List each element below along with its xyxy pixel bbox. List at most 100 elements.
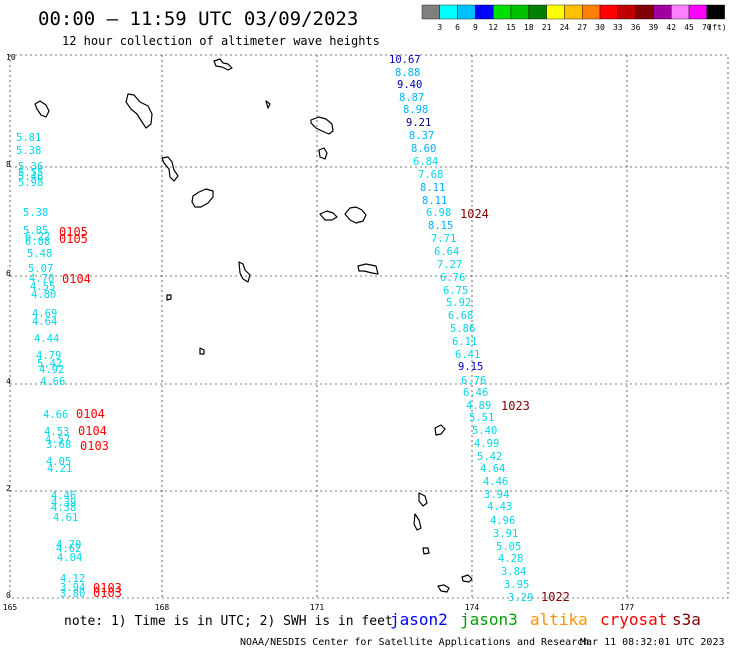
colorbar-swatch bbox=[475, 4, 494, 20]
wave-height-label: 3.95 bbox=[504, 579, 529, 591]
satellite-legend-cryosat: cryosat bbox=[600, 610, 667, 629]
wave-height-label: 4.38 bbox=[51, 502, 76, 514]
y-tick-label: 4 bbox=[6, 377, 11, 386]
wave-height-label: 4.89 bbox=[466, 400, 491, 412]
colorbar-swatch bbox=[617, 4, 636, 20]
island-outline bbox=[238, 261, 251, 283]
wave-height-label: 8.37 bbox=[409, 130, 434, 142]
wave-height-label: 6.46 bbox=[463, 387, 488, 399]
wave-height-label: 5.46 bbox=[18, 171, 43, 183]
island-outline bbox=[418, 492, 428, 507]
y-tick-label: 0 bbox=[6, 591, 11, 600]
colorbar-label: 21 bbox=[542, 23, 552, 32]
colorbar-swatch bbox=[493, 4, 512, 20]
y-axis-labels: 10 8 6 4 2 0 bbox=[6, 53, 16, 600]
colorbar-swatch bbox=[706, 4, 725, 20]
island-outline bbox=[191, 188, 214, 208]
pass-time-label: 1023 bbox=[501, 399, 530, 413]
colorbar-label: 36 bbox=[631, 23, 641, 32]
satellite-legend-altika: altika bbox=[530, 610, 588, 629]
wave-height-label: 5.51 bbox=[469, 412, 494, 424]
wave-height-label: 4.61 bbox=[53, 512, 78, 524]
colorbar-swatch bbox=[671, 4, 690, 20]
island-outline bbox=[319, 210, 338, 221]
satellite-track-west: 5.815.385.365.555.465.985.385.856.226.08… bbox=[16, 132, 122, 600]
wave-height-label: 5.07 bbox=[28, 263, 53, 275]
colorbar-label: 18 bbox=[524, 23, 534, 32]
wave-height-label: 4.99 bbox=[474, 438, 499, 450]
colorbar-swatch bbox=[457, 4, 476, 20]
island-outline bbox=[422, 547, 430, 555]
map-frame bbox=[9, 54, 729, 599]
wave-height-label: 4.96 bbox=[490, 515, 515, 527]
wave-height-label: 4.92 bbox=[39, 364, 64, 376]
colorbar-legend: 3 6 9 12 15 18 21 24 27 30 33 36 39 42 45 70(ft) bbox=[421, 4, 727, 32]
map-border bbox=[9, 54, 729, 599]
island-outline bbox=[125, 93, 153, 129]
island-outline bbox=[461, 574, 473, 583]
wave-height-label: 4.55 bbox=[30, 281, 55, 293]
wave-height-label: 4.79 bbox=[36, 350, 61, 362]
colorbar-swatch bbox=[528, 4, 547, 20]
wave-height-label: 4.39 bbox=[51, 497, 76, 509]
wave-height-label: 5.40 bbox=[472, 425, 497, 437]
wave-height-label: 9.40 bbox=[397, 79, 422, 91]
wave-height-label: 5.98 bbox=[18, 177, 43, 189]
wave-height-label: 6.76 bbox=[461, 375, 486, 387]
island-outline bbox=[199, 347, 205, 355]
satellite-track-east: 10.678.889.408.878.989.218.378.606.847.6… bbox=[389, 54, 570, 604]
colorbar-label: 6 bbox=[455, 23, 460, 32]
wave-height-label: 4.28 bbox=[498, 553, 523, 565]
wave-height-label: 4.80 bbox=[31, 289, 56, 301]
wave-height-label: 5.48 bbox=[27, 248, 52, 260]
wave-height-label: 6.41 bbox=[455, 349, 480, 361]
colorbar-label: 70 bbox=[702, 23, 712, 32]
island-outline bbox=[213, 58, 233, 71]
wave-height-label: 3.29 bbox=[508, 592, 533, 604]
pass-time-label: 0104 bbox=[76, 407, 105, 421]
colorbar-swatch bbox=[653, 4, 672, 20]
wave-height-label: 8.98 bbox=[403, 104, 428, 116]
wave-height-label: 8.11 bbox=[420, 182, 445, 194]
y-tick-label: 2 bbox=[6, 484, 11, 493]
footer-note: note: 1) Time is in UTC; 2) SWH is in fe… bbox=[64, 614, 393, 629]
x-tick-label: 177 bbox=[620, 603, 635, 612]
wave-height-label: 4.66 bbox=[40, 376, 65, 388]
wave-height-label: 5.36 bbox=[18, 161, 43, 173]
wave-height-label: 4.43 bbox=[487, 501, 512, 513]
wave-height-label: 3.80 bbox=[60, 588, 85, 600]
wave-height-label: 6.84 bbox=[413, 156, 438, 168]
wave-height-label: 8.15 bbox=[428, 220, 453, 232]
island-outline bbox=[344, 206, 367, 224]
island-outline bbox=[318, 147, 328, 160]
wave-height-label: 5.05 bbox=[496, 541, 521, 553]
wave-height-label: 5.55 bbox=[18, 167, 43, 179]
wave-height-label: 6.68 bbox=[448, 310, 473, 322]
wave-height-label: 6.75 bbox=[443, 285, 468, 297]
wave-height-label: 6.11 bbox=[452, 336, 477, 348]
colorbar-label: 12 bbox=[488, 23, 498, 32]
y-tick-label: 10 bbox=[6, 53, 16, 62]
wave-height-label: 6.22 bbox=[25, 231, 50, 243]
wave-height-label: 5.85 bbox=[23, 225, 48, 237]
wave-height-label: 3.68 bbox=[46, 439, 71, 451]
wave-height-label: 4.12 bbox=[60, 573, 85, 585]
x-tick-label: 165 bbox=[3, 603, 18, 612]
wave-height-label: 6.64 bbox=[434, 246, 459, 258]
island-outline bbox=[265, 100, 271, 109]
wave-height-label: 4.64 bbox=[32, 316, 57, 328]
pass-time-label: 0105 bbox=[59, 225, 88, 239]
wave-height-label: 4.64 bbox=[480, 463, 505, 475]
wave-height-label: 4.62 bbox=[56, 543, 81, 555]
wave-height-label: 4.04 bbox=[57, 552, 82, 564]
pass-time-label: 1024 bbox=[460, 207, 489, 221]
wave-height-label: 3.94 bbox=[60, 582, 85, 594]
wave-height-label: 5.42 bbox=[37, 358, 62, 370]
wave-height-label: 4.05 bbox=[46, 456, 71, 468]
wave-height-label: 8.11 bbox=[422, 195, 447, 207]
island-outline bbox=[413, 513, 422, 531]
colorbar-swatch bbox=[546, 4, 565, 20]
wave-height-label: 5.38 bbox=[16, 145, 41, 157]
colorbar-label: 30 bbox=[595, 23, 605, 32]
